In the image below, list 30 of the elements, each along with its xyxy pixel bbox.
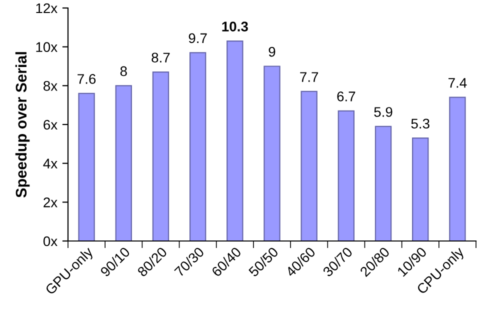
y-axis-title: Speedup over Serial [15,52,30,198]
data-label: 7.6 [78,74,96,84]
bar [300,90,318,241]
y-tick-label: 4x [43,158,58,168]
bar [226,40,244,241]
data-label: 7.4 [448,78,467,88]
y-tick-label: 0x [43,236,58,246]
bar [264,66,280,241]
bar [78,92,95,241]
data-label: 9.7 [188,33,207,44]
data-label: 10.3 [222,22,248,32]
data-label: 5.3 [411,118,430,129]
data-label: 8.7 [152,52,170,63]
bar [412,138,429,241]
data-label: 6.7 [337,92,356,102]
bar [189,52,206,241]
data-label: 8 [120,66,127,76]
data-label: 5.9 [374,107,392,117]
bar [115,85,132,241]
y-tick-label: 8x [44,81,58,91]
bar [338,110,355,241]
bar [449,96,466,241]
bar [374,126,392,241]
y-tick-label: 10x [36,42,58,52]
y-tick-label: 12x [36,3,58,14]
bar [152,72,170,241]
y-tick-label: 2x [44,198,58,208]
data-label: 9 [268,46,276,57]
y-tick-label: 6x [44,120,58,130]
data-label: 7.7 [300,72,318,82]
